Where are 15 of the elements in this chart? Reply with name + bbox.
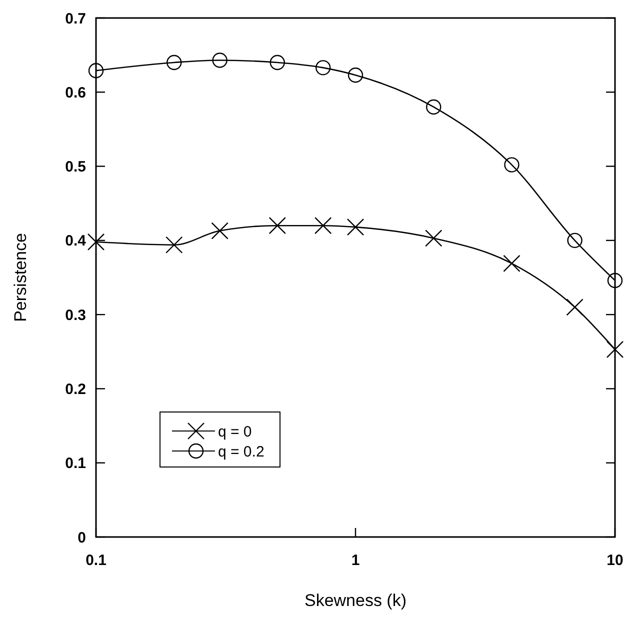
y-tick-label: 0.6 bbox=[65, 84, 86, 102]
x-tick-label: 1 bbox=[351, 552, 360, 569]
y-tick-label: 0.2 bbox=[65, 380, 86, 398]
x-axis-title: Skewness (k) bbox=[304, 591, 407, 610]
y-tick-label: 0.4 bbox=[65, 232, 87, 250]
y-tick-label: 0 bbox=[78, 529, 86, 546]
legend-label: q = 0 bbox=[218, 423, 252, 440]
legend-label: q = 0.2 bbox=[218, 443, 264, 460]
x-tick-label: 10 bbox=[606, 552, 624, 569]
y-tick-label: 0.3 bbox=[65, 306, 86, 324]
y-tick-label: 0.5 bbox=[65, 158, 86, 176]
x-tick-label: 0.1 bbox=[86, 552, 106, 569]
y-tick-label: 0.7 bbox=[65, 10, 86, 28]
y-axis-title: Persistence bbox=[11, 233, 30, 322]
y-tick-label: 0.1 bbox=[65, 455, 86, 472]
